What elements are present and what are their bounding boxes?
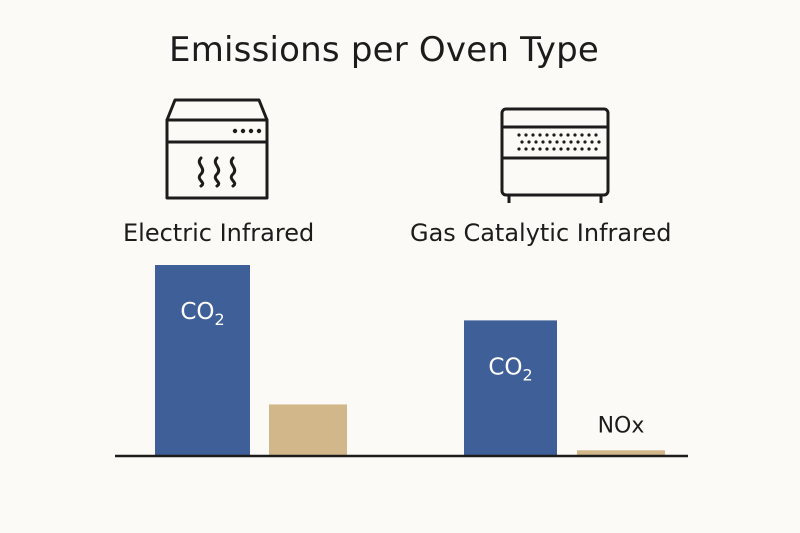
chart-title: Emissions per Oven Type bbox=[169, 30, 599, 70]
bar-label-co2-1: CO2 bbox=[488, 354, 532, 384]
bar-label-co2-0: CO2 bbox=[180, 299, 224, 329]
category-label-electric-infrared: Electric Infrared bbox=[123, 219, 315, 247]
bar-nox-0 bbox=[269, 404, 347, 456]
bar-nox-1 bbox=[577, 450, 665, 456]
bar-co2-0 bbox=[155, 265, 250, 456]
bar-label-nox-1: NOx bbox=[598, 413, 645, 438]
gas-catalytic-oven-icon bbox=[500, 107, 610, 203]
category-label-gas-catalytic-infrared: Gas Catalytic Infrared bbox=[410, 219, 672, 247]
electric-oven-icon bbox=[165, 98, 269, 200]
bar-co2-1 bbox=[464, 320, 557, 456]
